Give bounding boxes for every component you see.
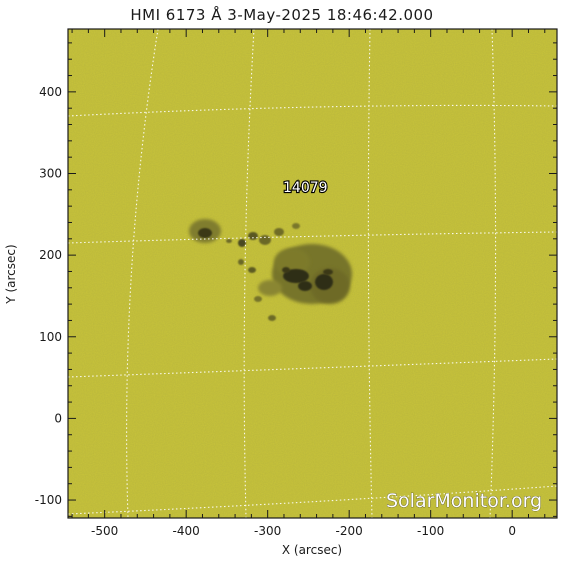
x-axis: -500 -400 -300 -200 -100 0 — [71, 29, 546, 538]
x-tick-label: -300 — [254, 524, 281, 538]
longitude-line — [243, 29, 255, 518]
umbra-1 — [283, 269, 309, 283]
y-tick-label: 200 — [39, 248, 62, 262]
y-tick-label: 400 — [39, 85, 62, 99]
heliographic-grid — [68, 29, 557, 518]
longitude-line — [489, 29, 497, 518]
x-axis-label: X (arcsec) — [282, 543, 342, 557]
active-region-number: 14079 — [283, 180, 328, 196]
sunspot-group — [189, 219, 352, 321]
x-tick-label: -100 — [417, 524, 444, 538]
pore — [238, 239, 246, 247]
x-tick-label: -400 — [173, 524, 200, 538]
pore — [248, 232, 258, 240]
latitude-line — [68, 485, 557, 515]
plot-frame — [67, 28, 558, 519]
y-tick-label: 0 — [54, 411, 62, 425]
image-title: HMI 6173 Å 3-May-2025 18:46:42.000 — [130, 6, 434, 24]
umbra-2 — [298, 281, 312, 291]
longitude-line — [126, 29, 159, 518]
x-tick-label: 0 — [508, 524, 516, 538]
x-tick-label: -200 — [336, 524, 363, 538]
trailing-spot-umbra — [198, 228, 212, 238]
y-axis: -100 0 100 200 300 400 — [35, 42, 557, 517]
latitude-line — [68, 358, 557, 378]
y-tick-label: 100 — [39, 330, 62, 344]
pore — [259, 235, 271, 245]
umbra-3 — [315, 274, 333, 290]
longitude-line — [367, 29, 373, 518]
latitude-line — [68, 104, 557, 117]
watermark-logo[interactable]: SolarMonitor.org — [386, 490, 543, 513]
x-tick-label: -500 — [91, 524, 118, 538]
y-tick-label: -100 — [35, 493, 62, 507]
y-axis-label: Y (arcsec) — [4, 244, 18, 304]
y-tick-label: 300 — [39, 166, 62, 180]
latitude-line — [68, 231, 557, 244]
